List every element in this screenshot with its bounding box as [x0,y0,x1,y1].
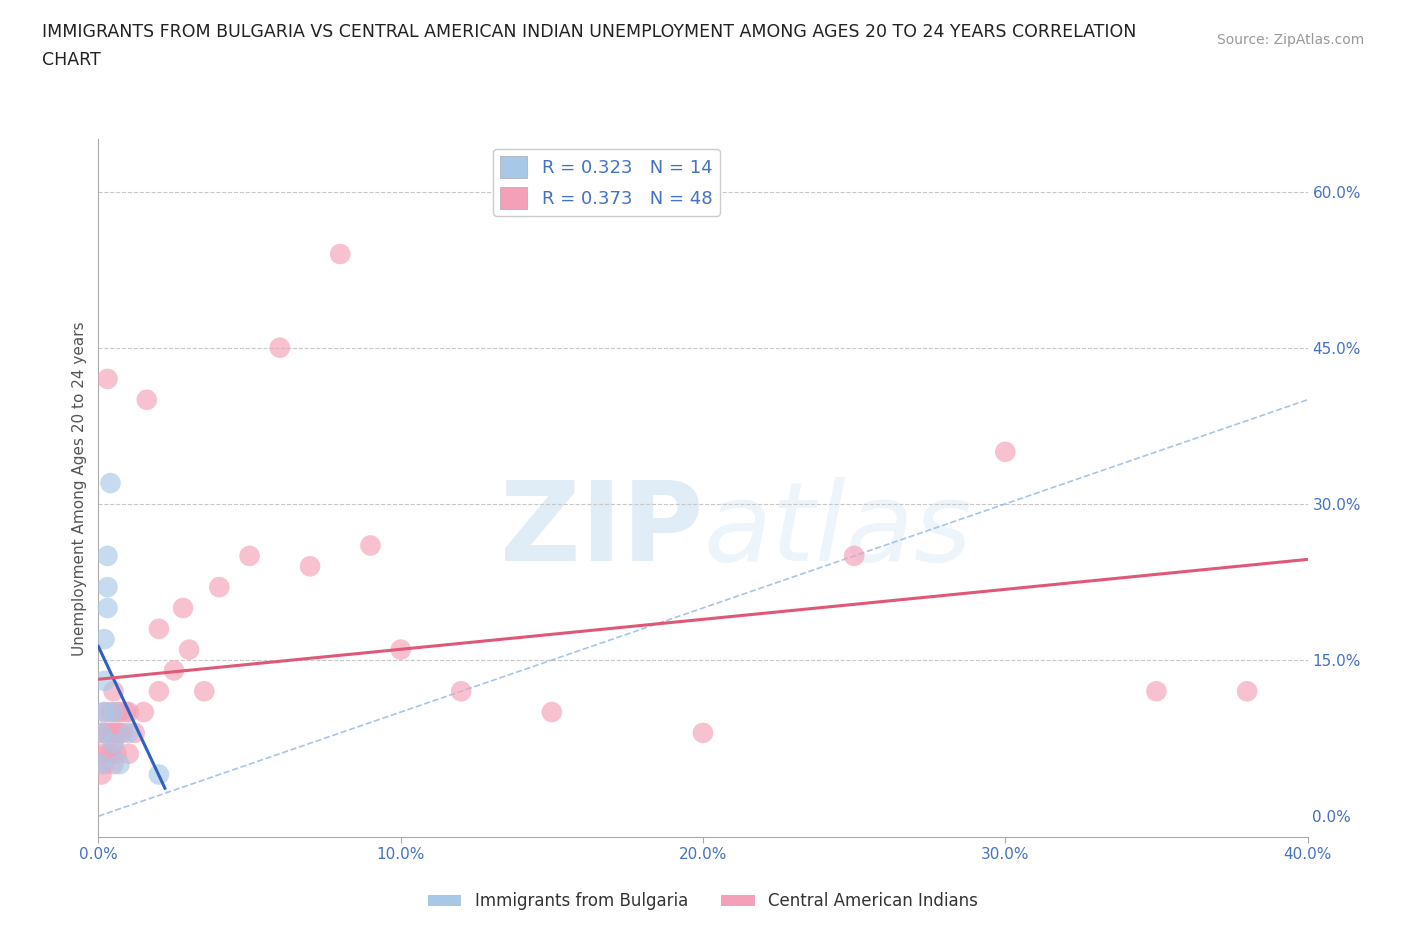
Point [148,621,170,636]
Point [1144,684,1167,698]
Text: CHART: CHART [42,51,101,69]
Point [96,579,118,594]
Legend: Immigrants from Bulgaria, Central American Indians: Immigrants from Bulgaria, Central Americ… [422,885,984,917]
Point [90,725,112,740]
Text: IMMIGRANTS FROM BULGARIA VS CENTRAL AMERICAN INDIAN UNEMPLOYMENT AMONG AGES 20 T: IMMIGRANTS FROM BULGARIA VS CENTRAL AMER… [42,23,1136,41]
Point [96,746,118,761]
Point [105,725,128,740]
Point [118,725,141,740]
Point [100,705,122,720]
Point [118,705,141,720]
Text: ZIP: ZIP [499,476,703,584]
Point [1236,684,1258,698]
Point [172,601,194,616]
Point [844,549,866,564]
Point [108,725,131,740]
Point [103,705,125,720]
Point [103,736,125,751]
Point [103,684,125,698]
Point [93,757,115,772]
Point [90,757,112,772]
Point [105,746,128,761]
Point [93,705,115,720]
Point [103,736,125,751]
Point [93,725,115,740]
Point [329,246,352,261]
Point [96,371,118,386]
Point [132,705,155,720]
Point [90,746,112,761]
Point [96,549,118,564]
Point [193,684,215,698]
Point [100,746,122,761]
Point [148,767,170,782]
Point [114,705,136,720]
Point [124,725,146,740]
Point [540,705,562,720]
Point [108,705,131,720]
Point [179,643,201,658]
Point [93,631,115,646]
Point [118,746,141,761]
Text: atlas: atlas [703,476,972,584]
Y-axis label: Unemployment Among Ages 20 to 24 years: Unemployment Among Ages 20 to 24 years [72,321,87,656]
Point [994,445,1017,459]
Point [389,643,412,658]
Point [93,673,115,688]
Point [148,684,170,698]
Point [108,757,131,772]
Point [105,705,128,720]
Point [93,705,115,720]
Point [360,538,382,553]
Point [450,684,472,698]
Point [103,757,125,772]
Point [96,725,118,740]
Point [299,559,322,574]
Legend: R = 0.323   N = 14, R = 0.373   N = 48: R = 0.323 N = 14, R = 0.373 N = 48 [494,149,720,216]
Point [239,549,262,564]
Point [100,475,122,490]
Point [90,725,112,740]
Point [111,725,134,740]
Point [103,725,125,740]
Point [96,601,118,616]
Point [135,392,157,407]
Point [692,725,714,740]
Point [208,579,231,594]
Point [163,663,186,678]
Point [269,340,291,355]
Point [100,725,122,740]
Point [90,767,112,782]
Text: Source: ZipAtlas.com: Source: ZipAtlas.com [1216,33,1364,46]
